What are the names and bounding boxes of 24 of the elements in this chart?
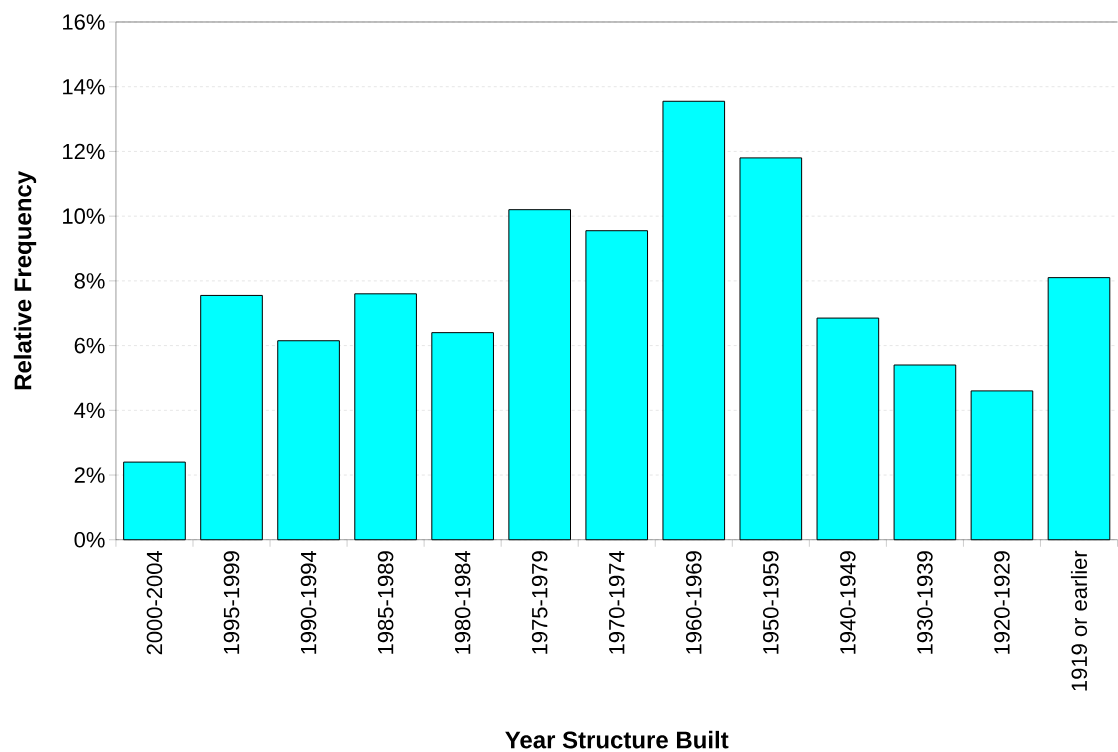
y-axis-title: Relative Frequency <box>13 171 37 390</box>
x-tick-label: 1975-1979 <box>531 551 548 654</box>
y-tick-label: 0% <box>74 532 105 548</box>
y-tick-label: 16% <box>63 14 105 30</box>
x-tick-label: 1960-1969 <box>685 551 702 654</box>
y-tick-label: 10% <box>63 208 105 225</box>
x-tick-label: 1970-1974 <box>608 551 625 654</box>
x-tick-label: 1919 or earlier <box>1070 550 1088 691</box>
x-tick-label: 1990-1994 <box>300 551 317 654</box>
x-tick-label: 1930-1939 <box>917 551 933 654</box>
y-tick-label: 12% <box>63 143 105 160</box>
x-tick-label: 1980-1984 <box>454 551 471 654</box>
x-tick-label: 1985-1989 <box>377 551 394 654</box>
x-tick-label: 1950-1959 <box>763 551 779 654</box>
y-tick-label: 14% <box>63 79 105 95</box>
x-axis-title: Year Structure Built <box>505 730 729 749</box>
y-tick-label: 8% <box>74 273 105 289</box>
x-tick-label: 1940-1949 <box>840 551 856 654</box>
y-tick-label: 6% <box>74 337 105 354</box>
x-tick-label: 2000-2004 <box>146 551 163 655</box>
x-tick-label: 1920-1929 <box>994 551 1010 654</box>
y-tick-label: 4% <box>74 402 105 419</box>
y-tick-label: 2% <box>74 467 105 483</box>
x-tick-label: 1995-1999 <box>223 551 240 654</box>
